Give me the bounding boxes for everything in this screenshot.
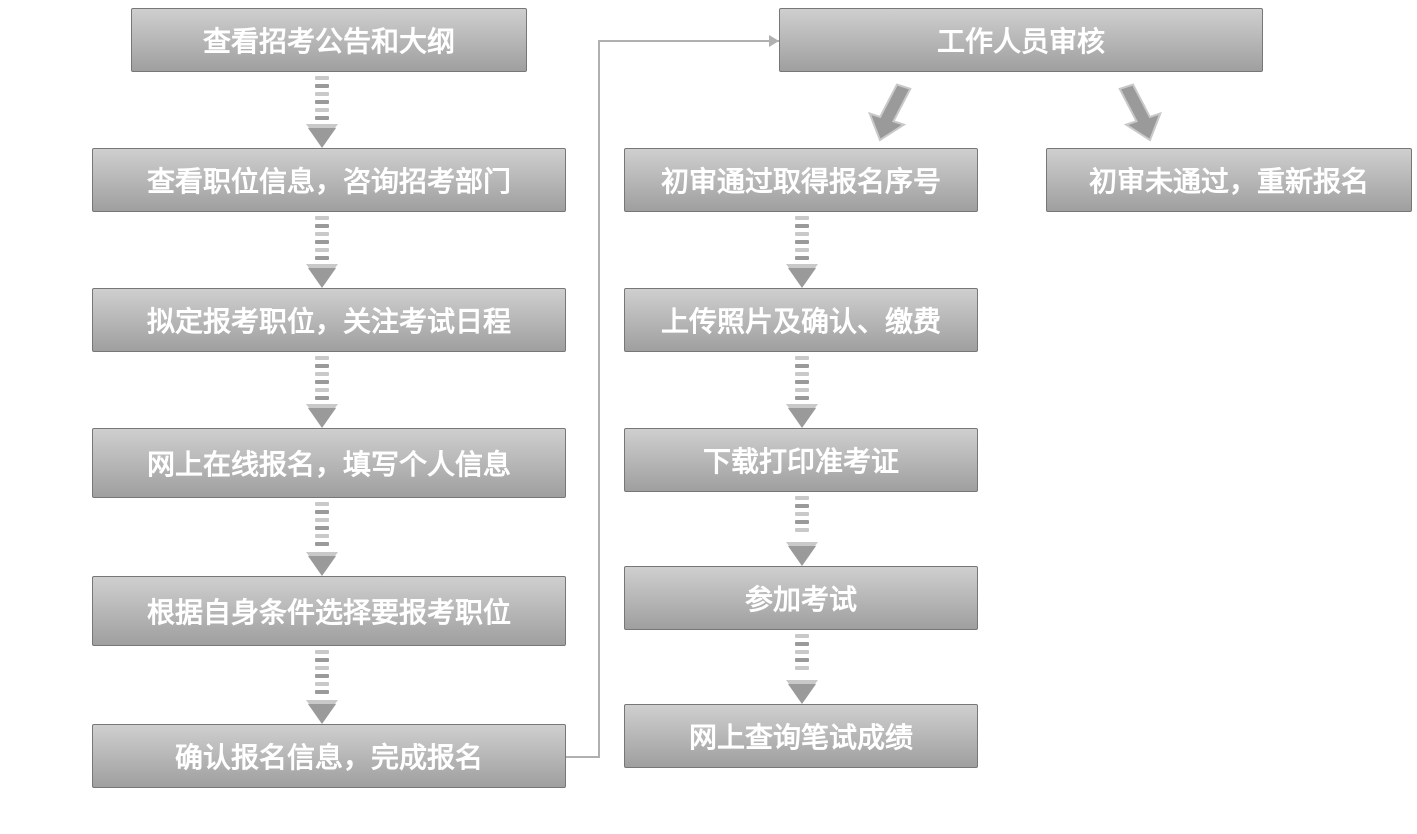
flow-node-n4: 网上在线报名，填写个人信息 <box>92 428 566 498</box>
arrow-down-icon <box>321 352 322 428</box>
flow-node-n3: 拟定报考职位，关注考试日程 <box>92 288 566 352</box>
arrow-down-icon <box>801 352 802 428</box>
flow-node-n11: 下载打印准考证 <box>624 428 978 492</box>
arrow-down-icon <box>801 492 802 566</box>
flow-node-n2: 查看职位信息，咨询招考部门 <box>92 148 566 212</box>
flow-node-label: 拟定报考职位，关注考试日程 <box>147 300 511 340</box>
arrow-down-icon <box>321 212 322 288</box>
connector-line <box>598 40 779 42</box>
flow-node-label: 网上查询笔试成绩 <box>689 716 913 756</box>
flow-node-label: 初审通过取得报名序号 <box>661 160 941 200</box>
arrow-down-icon <box>801 630 802 704</box>
branch-arrow-icon <box>840 70 920 150</box>
flow-node-n7: 工作人员审核 <box>779 8 1263 72</box>
connector-line <box>566 756 598 758</box>
flow-node-label: 根据自身条件选择要报考职位 <box>147 591 511 631</box>
flow-node-n5: 根据自身条件选择要报考职位 <box>92 576 566 646</box>
flow-node-n10: 上传照片及确认、缴费 <box>624 288 978 352</box>
arrow-down-icon <box>321 498 322 576</box>
flow-node-label: 查看职位信息，咨询招考部门 <box>147 160 511 200</box>
arrow-down-icon <box>321 72 322 148</box>
flow-node-label: 工作人员审核 <box>937 20 1105 60</box>
flow-node-label: 初审未通过，重新报名 <box>1089 160 1369 200</box>
flow-node-label: 查看招考公告和大纲 <box>203 20 455 60</box>
flow-node-n13: 网上查询笔试成绩 <box>624 704 978 768</box>
arrow-down-icon <box>801 212 802 288</box>
flow-node-n1: 查看招考公告和大纲 <box>131 8 527 72</box>
arrow-down-icon <box>321 646 322 724</box>
flow-node-label: 网上在线报名，填写个人信息 <box>147 443 511 483</box>
connector-line <box>598 40 600 758</box>
branch-arrow-icon <box>1110 70 1190 150</box>
flow-node-n12: 参加考试 <box>624 566 978 630</box>
flow-node-label: 下载打印准考证 <box>703 440 899 480</box>
flow-node-label: 确认报名信息，完成报名 <box>175 736 483 776</box>
flow-node-n8: 初审通过取得报名序号 <box>624 148 978 212</box>
flow-node-n6: 确认报名信息，完成报名 <box>92 724 566 788</box>
flow-node-n9: 初审未通过，重新报名 <box>1046 148 1412 212</box>
flow-node-label: 上传照片及确认、缴费 <box>661 300 941 340</box>
flow-node-label: 参加考试 <box>745 578 857 618</box>
connector-arrowhead-icon <box>769 35 779 47</box>
